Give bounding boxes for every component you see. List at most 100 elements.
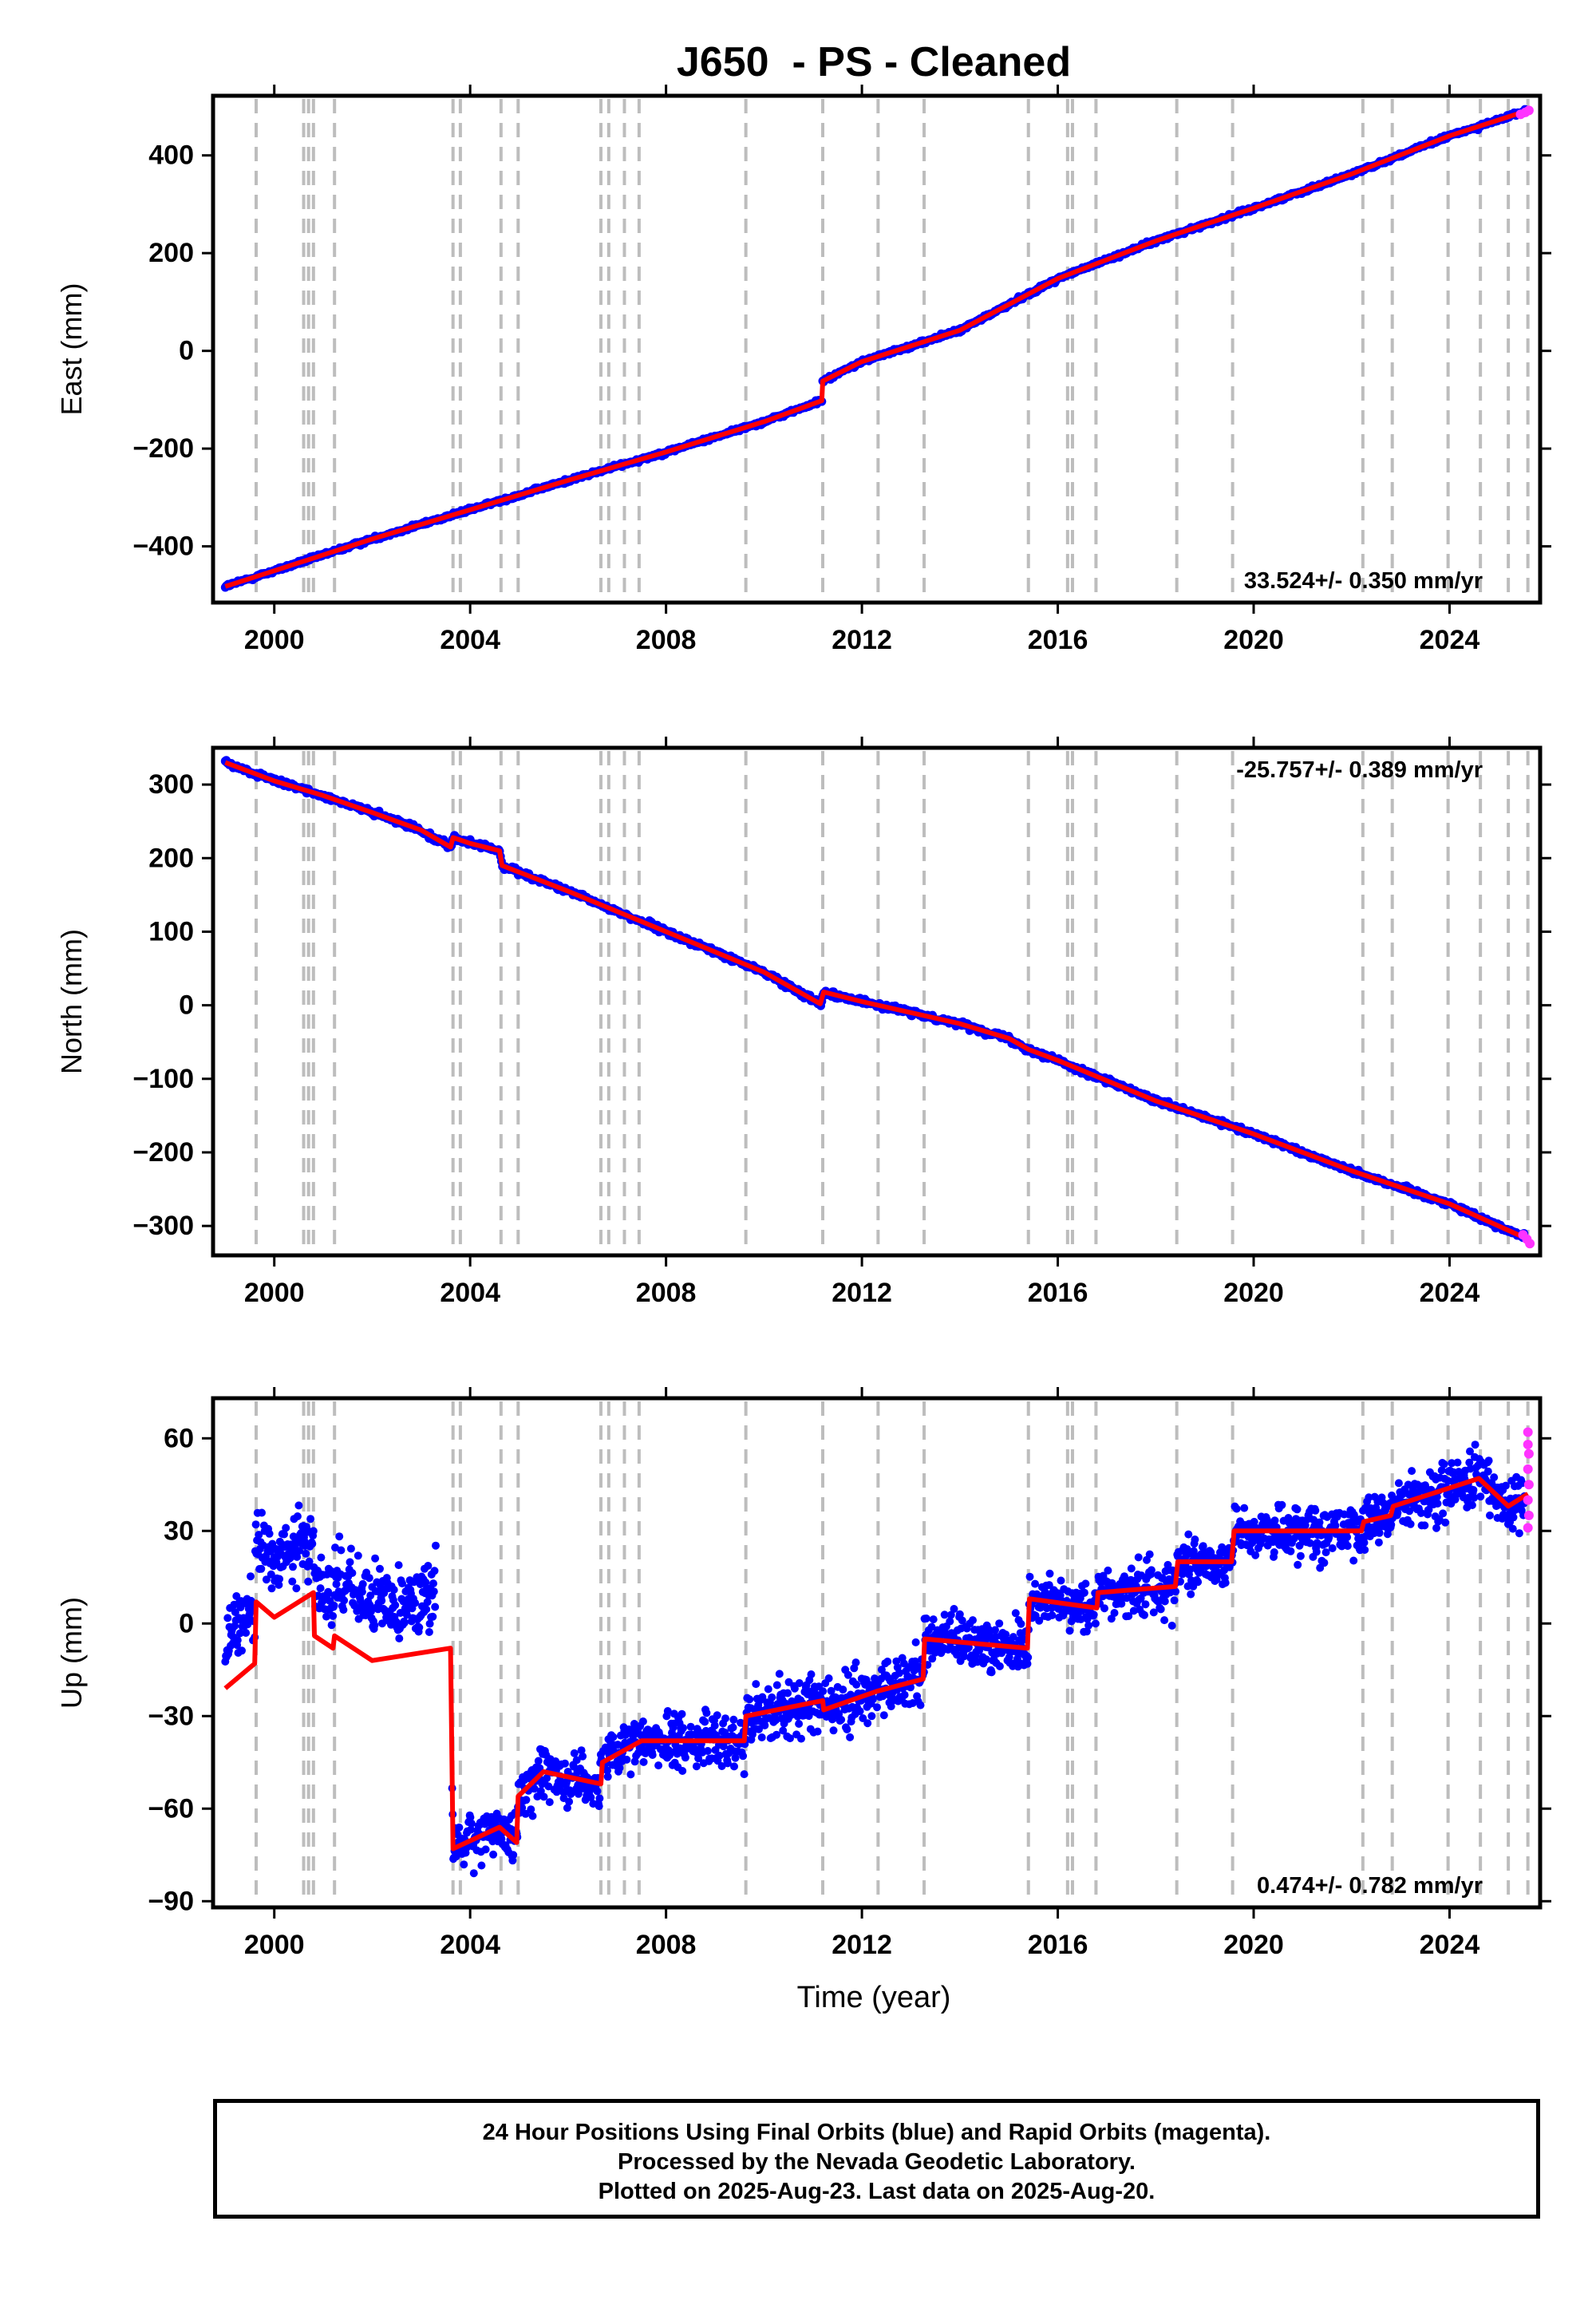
final-orbit-point — [1448, 1459, 1456, 1468]
final-orbit-point — [1361, 1546, 1369, 1554]
final-orbit-point — [745, 1695, 754, 1704]
final-orbit-point — [1375, 1528, 1384, 1537]
final-orbit-point — [829, 1726, 838, 1735]
final-orbit-point — [1321, 1548, 1330, 1557]
x-tick-label: 2016 — [1028, 625, 1088, 655]
final-orbit-point — [779, 1726, 788, 1735]
x-tick-label: 2024 — [1420, 625, 1480, 655]
final-orbit-point — [1490, 1473, 1499, 1482]
final-orbit-point — [1048, 1611, 1057, 1619]
final-orbit-point — [824, 1674, 833, 1682]
rapid-orbit-point — [1523, 105, 1534, 116]
final-orbit-point — [1465, 1458, 1474, 1467]
final-orbit-point — [1199, 1542, 1207, 1551]
final-orbit-point — [371, 1554, 380, 1563]
final-orbit-point — [843, 1670, 852, 1679]
final-orbit-point — [391, 1601, 400, 1610]
final-orbit-point — [813, 1727, 822, 1736]
final-orbit-point — [293, 1512, 302, 1520]
final-orbit-point — [1084, 1621, 1093, 1630]
final-orbit-point — [772, 1730, 781, 1739]
final-orbit-point — [855, 1707, 864, 1716]
final-orbit-point — [648, 1751, 657, 1759]
final-orbit-point — [481, 1845, 490, 1854]
final-orbit-point — [1156, 1605, 1165, 1614]
final-orbit-point — [1365, 1493, 1373, 1502]
final-orbit-point — [275, 1575, 284, 1583]
final-orbit-point — [377, 1596, 386, 1605]
final-orbit-point — [432, 1541, 440, 1550]
rapid-orbit-points — [1515, 105, 1534, 120]
final-orbit-point — [378, 1619, 386, 1628]
rapid-orbit-points — [1518, 1230, 1535, 1249]
final-orbit-point — [1320, 1559, 1329, 1567]
final-orbit-point — [927, 1622, 936, 1631]
final-orbit-point — [1360, 1539, 1369, 1547]
x-tick-label: 2000 — [244, 625, 305, 655]
final-orbit-point — [1207, 1548, 1215, 1557]
final-orbit-point — [615, 1764, 624, 1773]
final-orbit-point — [729, 1715, 738, 1724]
final-orbit-point — [262, 1575, 271, 1584]
final-orbit-point — [238, 1646, 246, 1655]
final-orbit-point — [489, 1850, 498, 1859]
final-orbit-point — [258, 1508, 266, 1517]
final-orbit-point — [1045, 1581, 1053, 1590]
final-orbit-point — [1011, 1609, 1020, 1618]
final-orbit-point — [1331, 1521, 1340, 1530]
final-orbit-point — [1023, 1659, 1032, 1668]
final-orbit-point — [425, 1619, 434, 1628]
final-orbit-point — [1089, 1611, 1098, 1619]
y-tick-label: −100 — [132, 1064, 194, 1094]
final-orbit-point — [900, 1690, 909, 1699]
final-orbit-point — [1483, 1467, 1492, 1476]
final-orbit-point — [603, 1766, 611, 1775]
final-orbit-point — [469, 1869, 478, 1878]
final-orbit-point — [425, 1628, 433, 1636]
final-orbit-point — [595, 1794, 604, 1803]
final-orbit-point — [915, 1662, 923, 1671]
final-orbit-point — [467, 1819, 476, 1828]
final-orbit-point — [429, 1612, 437, 1621]
final-orbit-point — [1240, 1504, 1249, 1512]
final-orbit-point — [477, 1861, 486, 1870]
final-orbit-point — [1186, 1565, 1195, 1574]
final-orbit-point — [242, 1629, 251, 1637]
y-tick-label: 0 — [179, 990, 194, 1021]
final-orbit-point — [740, 1770, 749, 1779]
final-orbit-point — [1349, 1556, 1358, 1565]
final-orbit-point — [327, 1621, 336, 1630]
final-orbit-point — [1432, 1524, 1440, 1532]
final-orbit-point — [819, 1687, 828, 1696]
final-orbit-point — [795, 1679, 804, 1687]
final-orbit-point — [265, 1529, 274, 1538]
final-orbit-point — [626, 1770, 635, 1779]
final-orbit-point — [873, 1703, 881, 1712]
final-orbit-point — [807, 1670, 816, 1678]
final-orbit-point — [991, 1626, 999, 1634]
x-tick-label: 2004 — [440, 1278, 500, 1308]
final-orbit-point — [1270, 1516, 1279, 1525]
final-orbit-point — [1408, 1467, 1416, 1476]
final-orbit-point — [1325, 1533, 1333, 1542]
x-tick-label: 2000 — [244, 1278, 305, 1308]
final-orbit-point — [587, 1793, 595, 1802]
final-orbit-point — [1435, 1515, 1444, 1524]
final-orbit-point — [922, 1614, 930, 1622]
final-orbit-point — [879, 1711, 888, 1720]
final-orbit-point — [731, 1753, 740, 1762]
final-orbit-point — [1453, 1458, 1462, 1467]
final-orbit-point — [1440, 1460, 1448, 1468]
final-orbit-point — [719, 1742, 728, 1751]
final-orbit-point — [851, 1658, 860, 1667]
y-axis-label: North (mm) — [55, 929, 88, 1074]
final-orbit-point — [1100, 1604, 1108, 1613]
final-orbit-point — [339, 1606, 348, 1614]
final-orbit-point — [928, 1654, 937, 1663]
final-orbit-point — [868, 1695, 877, 1704]
final-orbit-point — [768, 1693, 776, 1701]
final-orbit-point — [757, 1733, 766, 1741]
final-orbit-point — [1296, 1551, 1305, 1560]
final-orbit-point — [755, 1725, 763, 1733]
final-orbit-point — [1293, 1505, 1302, 1514]
